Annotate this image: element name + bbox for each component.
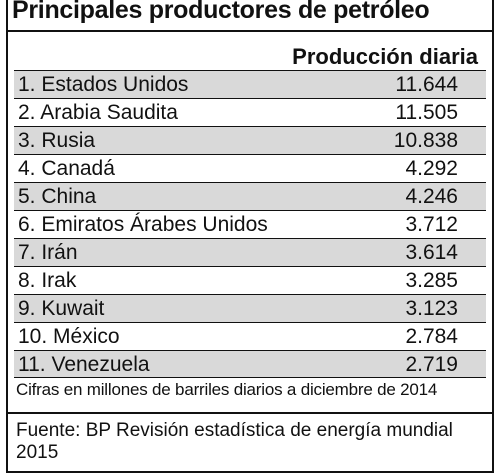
table-row: 10. México 2.784 (14, 322, 486, 350)
row-value: 3.285 (405, 269, 458, 292)
row-label: 1. Estados Unidos (18, 73, 189, 96)
row-label: 5. China (18, 185, 97, 208)
row-label: 7. Irán (18, 241, 78, 264)
row-label: 6. Emiratos Árabes Unidos (18, 213, 268, 236)
table-row: 2. Arabia Saudita 11.505 (14, 98, 486, 126)
table-row: 5. China 4.246 (14, 182, 486, 210)
row-value: 3.712 (405, 213, 458, 236)
table-row: 4. Canadá 4.292 (14, 154, 486, 182)
row-label: 10. México (18, 325, 120, 348)
table-body: 1. Estados Unidos 11.644 2. Arabia Saudita… (14, 70, 486, 378)
table-row: 1. Estados Unidos 11.644 (14, 70, 486, 98)
table-frame: Principales productores de petróleo Prod… (6, 0, 494, 473)
row-value: 3.123 (405, 297, 458, 320)
row-value: 2.719 (405, 353, 458, 376)
row-label: 8. Irak (18, 269, 77, 292)
table-row: 11. Venezuela 2.719 (14, 350, 486, 378)
row-label: 9. Kuwait (18, 297, 105, 320)
row-value: 4.292 (405, 157, 458, 180)
row-label: 4. Canadá (18, 157, 115, 180)
table-row: 8. Irak 3.285 (14, 266, 486, 294)
row-label: 11. Venezuela (18, 353, 150, 376)
row-value: 3.614 (405, 241, 458, 264)
source-text: Fuente: BP Revisión estadística de energ… (16, 420, 453, 463)
row-value: 11.644 (395, 73, 458, 96)
column-header: Producción diaria (292, 44, 478, 69)
table-row: 7. Irán 3.614 (14, 238, 486, 266)
row-value: 11.505 (395, 101, 458, 124)
table-row: 9. Kuwait 3.123 (14, 294, 486, 322)
row-value: 2.784 (405, 325, 458, 348)
chart-title: Principales productores de petróleo (8, 0, 492, 32)
table-row: 6. Emiratos Árabes Unidos 3.712 (14, 210, 486, 238)
table-row: 3. Rusia 10.838 (14, 126, 486, 154)
row-label: 3. Rusia (18, 129, 96, 152)
divider (8, 412, 492, 414)
row-value: 10.838 (393, 129, 458, 152)
row-label: 2. Arabia Saudita (18, 101, 178, 124)
table-note: Cifras en millones de barriles diarios a… (16, 380, 438, 399)
row-value: 4.246 (405, 185, 458, 208)
